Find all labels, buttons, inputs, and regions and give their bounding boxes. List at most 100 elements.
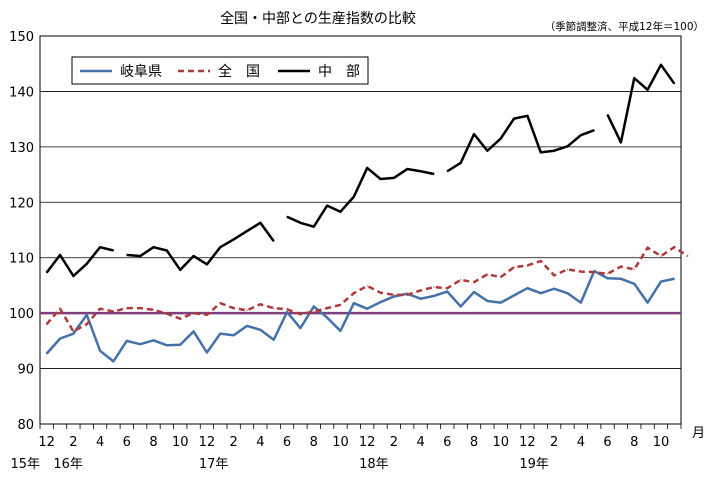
data-point xyxy=(179,269,181,271)
series-1 xyxy=(45,245,689,333)
data-point xyxy=(606,114,609,116)
data-point xyxy=(366,308,368,310)
data-point xyxy=(326,307,328,309)
data-point xyxy=(126,307,128,309)
x-tick-label: 2 xyxy=(390,435,398,450)
data-point xyxy=(246,230,248,232)
x-tick-label: 8 xyxy=(149,435,157,450)
data-point xyxy=(513,117,515,120)
data-point xyxy=(46,353,48,355)
data-point xyxy=(273,240,275,242)
data-point xyxy=(219,302,221,304)
data-point xyxy=(99,246,101,248)
data-point xyxy=(566,145,569,147)
plot-area xyxy=(39,35,682,425)
legend-label-national: 全 国 xyxy=(218,63,260,80)
x-year-label: 18年 xyxy=(359,457,389,472)
y-tick-label: 120 xyxy=(9,196,34,211)
x-year-label: 15年 xyxy=(10,457,40,472)
data-point xyxy=(473,133,475,135)
data-point xyxy=(553,150,555,152)
data-point xyxy=(460,305,462,308)
data-point xyxy=(419,170,422,172)
data-point xyxy=(339,330,342,332)
data-point xyxy=(192,330,195,333)
data-point xyxy=(246,325,248,327)
x-tick-label: 12 xyxy=(359,435,376,450)
data-point xyxy=(460,279,462,281)
chart-title: 全国・中部との生産指数の比較 xyxy=(220,10,416,27)
series-line xyxy=(126,221,275,272)
data-point xyxy=(446,170,448,172)
data-point xyxy=(446,287,448,289)
data-point xyxy=(673,246,675,248)
data-point xyxy=(406,294,408,296)
data-point xyxy=(446,290,448,293)
legend-box xyxy=(71,56,369,85)
chart-subtitle: （季節調整済、平成12年＝100） xyxy=(545,20,704,33)
data-point xyxy=(339,304,342,306)
data-point xyxy=(206,351,208,354)
x-tick-label: 6 xyxy=(283,435,291,450)
x-tick-label: 10 xyxy=(492,435,509,450)
data-point xyxy=(606,277,609,279)
data-point xyxy=(299,222,302,224)
data-point xyxy=(152,309,155,311)
data-point xyxy=(553,288,555,290)
data-point xyxy=(566,268,569,270)
series-line xyxy=(606,63,676,144)
data-point xyxy=(326,316,328,319)
data-point xyxy=(486,150,488,152)
data-point xyxy=(166,344,168,346)
data-point xyxy=(486,300,488,302)
legend-label-gifu: 岐阜県 xyxy=(120,63,162,80)
x-tick-label: 6 xyxy=(443,435,451,450)
data-point xyxy=(86,263,88,265)
data-point xyxy=(393,177,395,179)
x-tick-label: 12 xyxy=(38,435,55,450)
data-point xyxy=(152,339,155,341)
data-point xyxy=(72,275,74,277)
data-point xyxy=(219,246,221,248)
data-point xyxy=(246,309,248,311)
y-tick-label: 130 xyxy=(9,141,34,156)
data-point xyxy=(593,271,595,273)
data-point xyxy=(46,323,48,325)
data-point xyxy=(46,272,48,274)
data-point xyxy=(687,255,689,257)
data-point xyxy=(606,273,609,275)
data-point xyxy=(72,330,74,333)
data-point xyxy=(286,216,288,218)
x-tick-label: 10 xyxy=(172,435,189,450)
data-point xyxy=(112,249,115,252)
data-point xyxy=(673,83,675,85)
series-layer xyxy=(45,63,689,363)
data-point xyxy=(152,246,155,248)
data-point xyxy=(593,129,595,131)
x-tick-label: 2 xyxy=(229,435,237,450)
x-axis: 12 2 4 6 8 10 12 2 4 6 8 10 12 2 4 6 8 10 12 2 4 6 8 10 15年 16年 17… xyxy=(10,424,682,472)
data-point xyxy=(540,260,542,262)
data-point xyxy=(660,255,662,257)
data-point xyxy=(206,314,208,316)
data-point xyxy=(339,211,342,213)
data-point xyxy=(473,291,475,293)
series-line xyxy=(446,114,595,173)
data-point xyxy=(460,162,462,164)
data-point xyxy=(419,289,422,292)
data-point xyxy=(620,265,622,268)
data-point xyxy=(126,254,128,256)
y-tick-label: 110 xyxy=(9,252,34,267)
data-point xyxy=(99,308,101,310)
x-tick-label: 6 xyxy=(123,435,131,450)
data-point xyxy=(273,339,275,341)
series-line xyxy=(45,269,675,363)
x-tick-label: 4 xyxy=(96,435,104,450)
data-point xyxy=(566,292,569,294)
x-tick-label: 10 xyxy=(653,435,670,450)
data-point xyxy=(233,307,235,309)
x-tick-label: 4 xyxy=(416,435,424,450)
data-point xyxy=(366,167,368,169)
x-tick-label: 4 xyxy=(577,435,585,450)
